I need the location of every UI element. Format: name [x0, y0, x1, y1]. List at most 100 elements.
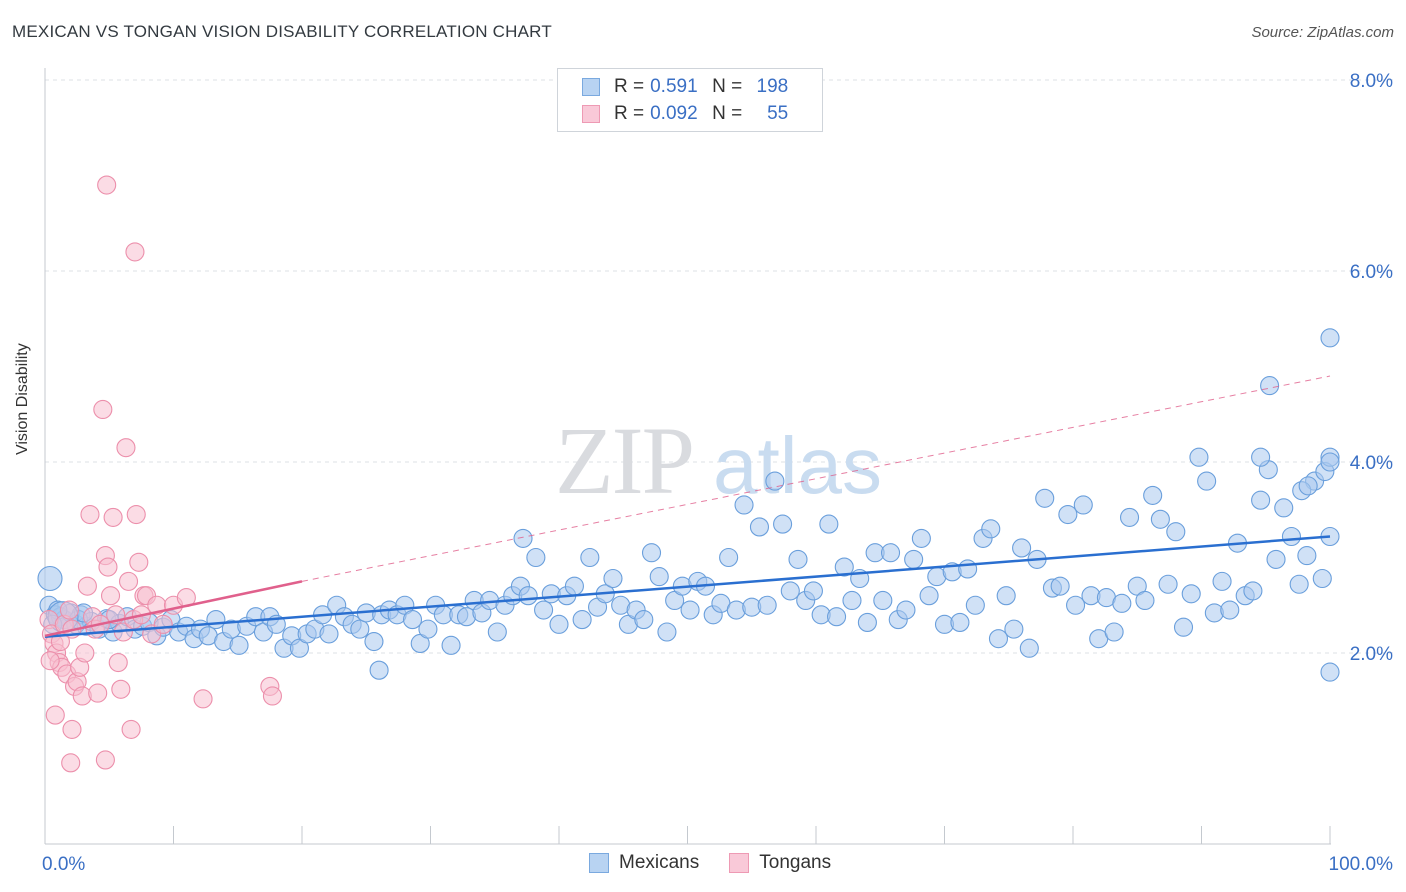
mexicans-point [1251, 490, 1271, 510]
mexicans-point [534, 600, 554, 620]
mexicans-point [418, 619, 438, 639]
tongans-point [129, 552, 149, 572]
mexicans-point [842, 590, 862, 611]
mexicans-point [919, 586, 939, 606]
mexicans-point [319, 624, 339, 644]
y-tick-label: 2.0% [1350, 644, 1393, 665]
legend-row-tongans: R = 0.092 N = 55 [582, 102, 788, 126]
tongans-point [59, 600, 79, 620]
mexicans-point [904, 549, 924, 569]
tongans-point [61, 753, 81, 773]
mexicans-point [1173, 617, 1194, 637]
mexicans-point [1220, 600, 1240, 620]
mexicans-point [1004, 619, 1024, 639]
bottom-legend-swatch-mexicans [589, 853, 609, 873]
mexicans-point [1019, 638, 1039, 658]
tongans-points [39, 175, 282, 773]
mexicans-point [580, 547, 600, 568]
tongans-point [262, 686, 282, 706]
mexicans-point [1135, 590, 1155, 611]
mexicans-point [487, 622, 507, 642]
tongans-point [75, 643, 95, 663]
mexicans-point [657, 622, 677, 642]
tongans-point [118, 571, 139, 591]
legend-row-mexicans: R = 0.591 N = 198 [582, 75, 788, 99]
legend-swatch-mexicans [582, 78, 600, 96]
mexicans-point [965, 595, 985, 615]
mexicans-point [780, 581, 800, 601]
watermark-atlas: atlas [713, 421, 882, 510]
legend-n-value: 55 [767, 103, 789, 124]
tick-labels: 2.0% 4.0% 6.0% 8.0% 0.0% 100.0% [42, 71, 1393, 875]
mexicans-point [1320, 328, 1340, 348]
x-tick-label: 0.0% [42, 854, 85, 875]
mexicans-point [958, 559, 978, 579]
watermark-zip: ZIP [555, 407, 693, 514]
mexicans-point [1298, 476, 1318, 496]
mexicans-point [1243, 581, 1263, 601]
mexicans-point [364, 631, 384, 652]
mexicans-point [757, 595, 777, 615]
tongans-point [45, 705, 65, 725]
mexicans-point [680, 600, 700, 620]
mexicans-point [1058, 504, 1078, 525]
mexicans-point [719, 547, 739, 568]
bottom-legend-tongans[interactable]: Tongans [729, 852, 831, 874]
mexicans-point [634, 610, 654, 630]
mexicans-point [402, 610, 423, 630]
bottom-legend-mexicans[interactable]: Mexicans [589, 852, 699, 874]
mexicans-point [1297, 546, 1317, 566]
tongans-point [100, 586, 121, 606]
mexicans-point [1104, 622, 1124, 642]
legend-r-label: R = [614, 103, 645, 124]
mexicans-point [773, 514, 793, 534]
legend: R = 0.591 N = 198 R = 0.092 N = 55 [557, 68, 823, 132]
mexicans-point [37, 565, 63, 592]
bottom-legend: Mexicans Tongans [589, 852, 861, 874]
mexicans-point [988, 629, 1009, 649]
tongans-point [103, 507, 123, 527]
mexicans-point [1150, 509, 1170, 529]
mexicans-point [1012, 538, 1032, 558]
mexicans-point [765, 471, 785, 491]
tongans-point [77, 576, 97, 596]
trend-lines [44, 375, 1331, 639]
mexicans-point [749, 517, 770, 537]
mexicans-point [827, 607, 847, 627]
mexicans-point [1066, 595, 1086, 615]
legend-r-value: 0.092 [650, 103, 698, 124]
mexicans-point [1266, 549, 1286, 569]
legend-r-label: R = [614, 76, 645, 97]
mexicans-point [229, 635, 249, 655]
tongans-point [108, 652, 128, 673]
mexicans-point [873, 590, 893, 611]
bottom-legend-label-mexicans: Mexicans [619, 852, 700, 873]
legend-n-value: 198 [756, 76, 789, 97]
mexicans-point [1189, 447, 1209, 467]
mexicans-point [526, 547, 546, 568]
tongans-trend-extension [301, 375, 1331, 582]
legend-n-label: N = [712, 76, 743, 97]
mexicans-point [1181, 584, 1201, 604]
tongans-point [193, 689, 213, 709]
mexicans-point [1312, 568, 1332, 589]
mexicans-point [206, 610, 226, 630]
tongans-point [72, 686, 92, 706]
mexicans-point [896, 600, 916, 620]
mexicans-point [1112, 593, 1132, 613]
mexicans-point [441, 635, 461, 655]
mexicans-point [803, 581, 823, 601]
tongans-point [95, 750, 115, 770]
mexicans-point [1251, 447, 1271, 467]
mexicans-point [726, 600, 746, 620]
bottom-legend-swatch-tongans [729, 853, 750, 873]
mexicans-point [834, 557, 854, 577]
mexicans-point [1274, 498, 1294, 518]
mexicans-point [1212, 571, 1232, 591]
tongans-point [125, 242, 145, 262]
axis-ticks [44, 826, 1331, 844]
tongans-point [153, 614, 173, 634]
mexicans-point [572, 610, 592, 630]
x-tick-label: 100.0% [1329, 854, 1394, 875]
